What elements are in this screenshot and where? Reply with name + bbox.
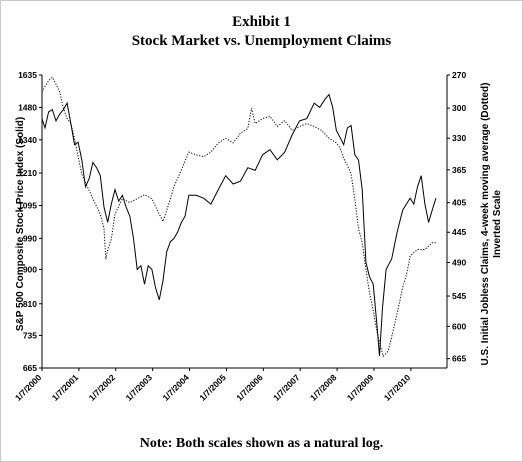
sp500-series-line: [41, 93, 437, 357]
left-tick-label: 990: [23, 233, 37, 243]
x-tick-label: 1/7/2001: [50, 372, 81, 403]
right-axis-ticks: 270 300 330 365 405 445 490 545 600 665: [447, 70, 466, 364]
right-tick-label: 600: [452, 321, 466, 331]
left-tick-label: 1095: [18, 201, 37, 211]
left-tick-label: 810: [23, 299, 37, 309]
right-tick-label: 545: [452, 291, 466, 301]
right-tick-label: 665: [452, 354, 466, 364]
right-tick-label: 270: [452, 70, 466, 80]
left-tick-label: 900: [23, 264, 37, 274]
right-tick-label: 445: [452, 227, 466, 237]
axes-group: [41, 75, 448, 369]
left-tick-label: 1340: [18, 135, 37, 145]
left-axis-title: S&P 500 Composite Stock Price Index (Sol…: [15, 117, 26, 331]
right-tick-label: 365: [452, 165, 466, 175]
x-tick-label: 1/7/2007: [271, 372, 302, 403]
x-tick-label: 1/7/2009: [345, 372, 376, 403]
left-tick-label: 1635: [18, 70, 37, 80]
right-tick-label: 300: [452, 103, 466, 113]
left-tick-label: 665: [23, 363, 37, 373]
x-tick-label: 1/7/2000: [13, 372, 44, 403]
right-tick-label: 330: [452, 133, 466, 143]
exhibit-label: Exhibit 1: [232, 14, 291, 30]
jobless-claims-series-line: [41, 76, 436, 358]
right-axis-title-line1: U.S. Initial Jobless Claims, 4-week movi…: [480, 83, 491, 366]
left-tick-label: 1480: [18, 102, 37, 112]
left-tick-label: 735: [23, 330, 37, 340]
right-tick-label: 490: [452, 258, 466, 268]
x-tick-label: 1/7/2008: [308, 372, 339, 403]
right-axis-title-line2: Inverted Scale: [492, 190, 503, 258]
x-tick-label: 1/7/2005: [197, 372, 228, 403]
x-tick-label: 1/7/2003: [124, 372, 155, 403]
left-axis-ticks: 1635 1480 1340 1210 1095 990 900 810 735 665: [18, 70, 42, 373]
x-tick-label: 1/7/2006: [234, 372, 265, 403]
x-tick-label: 1/7/2002: [87, 372, 118, 403]
x-tick-label: 1/7/2010: [382, 372, 413, 403]
right-tick-label: 405: [452, 198, 466, 208]
footer-note: Note: Both scales shown as a natural log…: [139, 436, 384, 451]
x-tick-label: 1/7/2004: [160, 372, 191, 403]
x-axis-ticks: 1/7/2000 1/7/2001 1/7/2002 1/7/2003 1/7/2004…: [13, 368, 413, 403]
chart-title: Stock Market vs. Unemployment Claims: [131, 33, 392, 49]
left-tick-label: 1210: [18, 168, 37, 178]
